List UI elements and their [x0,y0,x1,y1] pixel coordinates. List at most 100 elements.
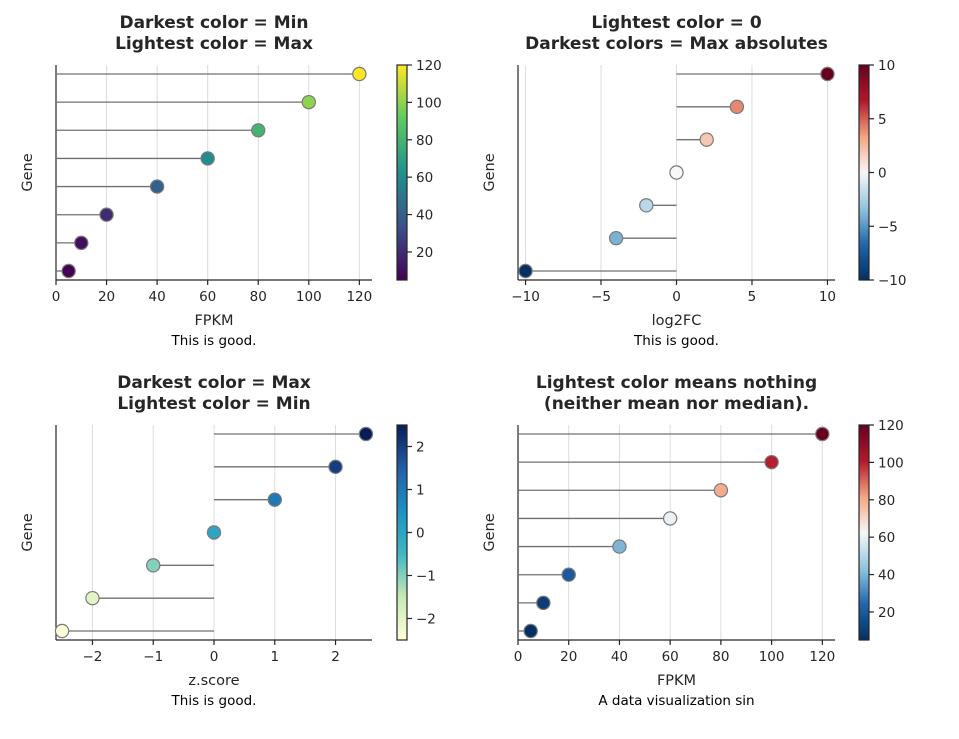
colorbar-tick-label: 80 [878,493,895,509]
lollipop-point [251,123,266,138]
lollipop-point [267,492,282,507]
lollipop-point [358,426,374,442]
colorbar-tick-label: 0 [416,526,425,542]
lollipop-point [561,567,576,582]
colorbar-tick-label: 5 [878,112,887,128]
lollipop-point [536,595,551,611]
chart-title-line: Lightest color means nothing [536,373,817,393]
lollipop-point [54,623,70,639]
lollipop-point [352,66,367,82]
x-tick-label: 80 [250,289,267,305]
x-tick-label: −1 [143,649,163,665]
lollipop-point [301,94,316,110]
x-tick-label: 2 [331,649,340,665]
chart-title-line: Lightest color = Max [115,34,313,54]
colorbar-tick-label: 2 [416,440,425,456]
x-tick-label: 60 [662,649,679,665]
lollipop-point [74,235,89,251]
colorbar-tick-label: 40 [878,568,895,584]
lollipop-point [713,483,729,498]
lollipop-point [764,454,779,470]
x-tick-label: 20 [98,289,115,305]
x-tick-label: 10 [819,289,836,305]
lollipop-point [699,132,714,147]
lollipop-point [729,99,745,115]
y-axis-label: Gene [20,153,36,191]
x-tick-label: 120 [346,289,372,305]
colorbar-tick-label: 120 [416,58,442,74]
colorbar-tick-label: −10 [878,273,907,289]
x-tick-label: 0 [514,649,523,665]
lollipop-point [328,459,343,475]
colorbar-tick-label: 0 [878,166,887,182]
x-axis-label: FPKM [657,673,696,689]
colorbar [858,64,870,281]
x-tick-label: 40 [149,289,166,305]
x-tick-label: 20 [560,649,577,665]
x-tick-label: 40 [611,649,628,665]
colorbar-tick-label: 100 [416,95,442,111]
y-axis-label: Gene [482,513,498,551]
colorbar [396,64,408,281]
lollipop-point [820,66,835,82]
colorbar-tick-label: 60 [416,170,433,186]
chart-title-line: Darkest colors = Max absolutes [525,34,828,54]
x-axis-label: FPKM [194,313,233,329]
lollipop-point [669,165,684,180]
x-tick-label: 5 [748,289,757,305]
x-tick-label: 1 [270,649,279,665]
x-tick-label: 60 [199,289,216,305]
subplot-4: Lightest color means nothing(neither mea… [482,373,904,709]
x-tick-label: 0 [210,649,219,665]
y-axis-label: Gene [20,513,36,551]
lollipop-point [200,151,215,166]
x-tick-label: −10 [511,289,540,305]
x-tick-label: 100 [296,289,322,305]
colorbar-tick-label: 80 [416,133,433,149]
lollipop-point [518,263,533,279]
x-tick-label: −5 [591,289,611,305]
lollipop-point [149,179,165,194]
lollipop-point [608,230,624,246]
x-axis-label: z.score [188,673,239,689]
chart-title-line: (neither mean nor median). [544,394,809,414]
x-tick-label: 80 [712,649,729,665]
colorbar-tick-label: 40 [416,208,433,224]
chart-caption: This is good. [633,333,719,349]
chart-title-line: Darkest color = Max [117,373,311,393]
chart-caption: This is good. [171,693,257,709]
lollipop-point [815,426,830,442]
chart-caption: This is good. [171,333,257,349]
colorbar-tick-label: 20 [878,605,895,621]
colorbar [858,424,870,641]
x-tick-label: 100 [759,649,785,665]
chart-caption: A data visualization sin [598,693,754,709]
colorbar-tick-label: 1 [416,483,425,499]
colorbar-tick-label: −1 [416,569,436,585]
x-axis-label: log2FC [652,313,702,329]
colorbar-tick-label: 60 [878,530,895,546]
lollipop-point [662,511,678,526]
lollipop-point [523,623,538,639]
colorbar [396,424,408,641]
colorbar-tick-label: −5 [878,219,898,235]
chart-title-line: Darkest color = Min [119,13,308,33]
lollipop-point [99,207,114,222]
x-tick-label: 120 [809,649,835,665]
lollipop-point [639,198,654,213]
colorbar-tick-label: 20 [416,245,433,261]
chart-title-line: Lightest color = 0 [591,13,761,33]
chart-title-line: Lightest color = Min [117,394,310,414]
lollipop-point [61,263,76,279]
lollipop-point [612,539,627,554]
lollipop-point [146,558,161,573]
lollipop-point [206,525,222,540]
x-tick-label: 0 [52,289,61,305]
colorbar-tick-label: 10 [878,58,895,74]
colorbar-tick-label: −2 [416,612,436,628]
colorbar-tick-label: 120 [878,418,904,434]
